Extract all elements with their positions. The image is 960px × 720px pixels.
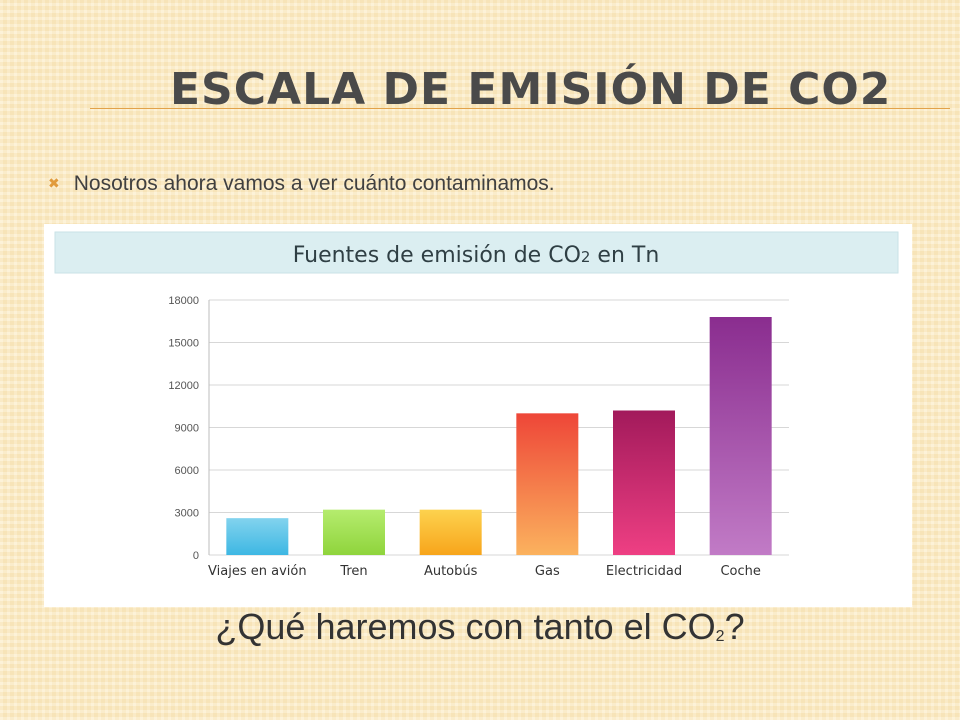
chart-title-bar (54, 231, 899, 274)
bar-1 (323, 509, 385, 555)
y-tick-label: 18000 (168, 295, 199, 307)
question-text: ¿Qué haremos con tanto el CO (215, 606, 716, 647)
chart-card: Fuentes de emisión de CO2 en Tn 0 3000 600… (44, 224, 912, 607)
x-tick-label: Electricidad (606, 564, 682, 579)
question-subscript: 2 (715, 628, 725, 645)
x-tick-label: Autobús (424, 564, 478, 579)
y-tick-label: 6000 (175, 465, 199, 477)
title-underline (90, 108, 950, 109)
x-bullet-icon: ✖ (48, 175, 60, 191)
slide-title: ESCALA DE EMISIÓN DE CO2 (170, 64, 892, 115)
question-mark: ? (724, 606, 745, 647)
bar-0 (226, 518, 289, 555)
closing-question: ¿Qué haremos con tanto el CO2? (0, 606, 960, 648)
x-tick-label: Tren (339, 564, 367, 579)
y-tick-label: 0 (193, 550, 199, 562)
y-tick-label: 15000 (168, 338, 199, 350)
y-tick-label: 9000 (175, 423, 199, 435)
bullet-text: Nosotros ahora vamos a ver cuánto contam… (73, 172, 555, 195)
bar-2 (419, 509, 482, 555)
x-tick-label: Viajes en avión (208, 564, 307, 579)
y-tick-label: 12000 (168, 380, 199, 392)
bar-3 (516, 413, 579, 555)
x-tick-label: Gas (535, 564, 560, 579)
y-tick-label: 3000 (175, 508, 199, 520)
bar-5 (709, 317, 772, 555)
x-tick-label: Coche (720, 564, 760, 579)
bar-chart: Fuentes de emisión de CO2 en Tn 0 3000 600… (54, 231, 899, 579)
bullet-item: ✖ Nosotros ahora vamos a ver cuánto conta… (48, 172, 555, 196)
chart-title: Fuentes de emisión de CO2 en Tn (293, 243, 660, 268)
bar-4 (613, 410, 675, 555)
